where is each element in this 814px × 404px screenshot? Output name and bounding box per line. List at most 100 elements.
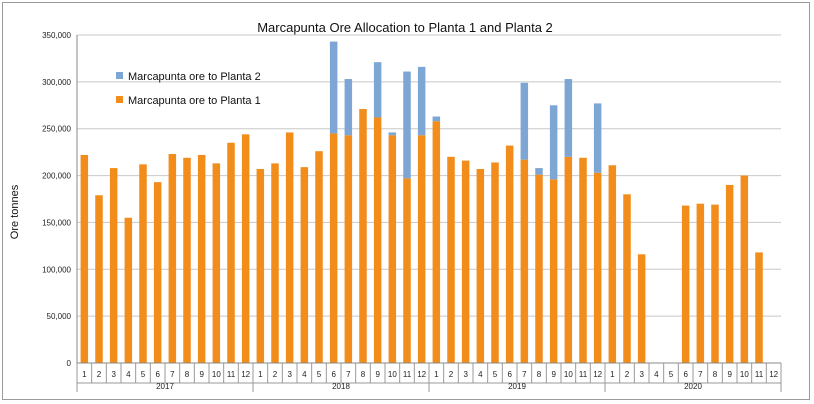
x-tick-month: 4 — [126, 370, 131, 379]
bar-planta-1 — [476, 169, 485, 363]
x-tick-year: 2020 — [684, 382, 702, 391]
x-tick-month: 7 — [698, 370, 703, 379]
x-tick-month: 8 — [361, 370, 366, 379]
bar-planta-1 — [696, 203, 705, 363]
bar-planta-1 — [80, 154, 89, 363]
bar-planta-1 — [124, 217, 133, 363]
x-tick-month: 6 — [507, 370, 512, 379]
x-tick-month: 9 — [551, 370, 556, 379]
bar-planta-1 — [432, 121, 441, 364]
bar-planta-2 — [535, 168, 543, 175]
x-tick-month: 12 — [769, 370, 778, 379]
bar-planta-1 — [520, 159, 529, 363]
bar-planta-1 — [461, 160, 470, 363]
x-tick-month: 10 — [388, 370, 397, 379]
bar-planta-1 — [388, 135, 397, 363]
x-tick-month: 5 — [493, 370, 498, 379]
bar-planta-1 — [300, 167, 309, 363]
x-tick-month: 2 — [97, 370, 102, 379]
bar-planta-2 — [373, 62, 382, 118]
bar-planta-1 — [711, 204, 719, 363]
bar-planta-1 — [535, 174, 543, 363]
x-tick-month: 2 — [449, 370, 454, 379]
x-tick-month: 8 — [537, 370, 542, 379]
x-tick-month: 7 — [170, 370, 175, 379]
x-tick-month: 5 — [141, 370, 146, 379]
x-tick-month: 4 — [302, 370, 307, 379]
legend-swatch-planta-1 — [116, 96, 123, 103]
x-tick-month: 11 — [403, 370, 412, 379]
bar-planta-1 — [755, 252, 763, 363]
bar-planta-2 — [520, 82, 529, 160]
bar-planta-1 — [740, 175, 749, 363]
y-tick-label: 250,000 — [42, 125, 71, 134]
y-tick-label: 200,000 — [42, 172, 71, 181]
bar-planta-2 — [593, 103, 602, 173]
x-tick-month: 6 — [683, 370, 688, 379]
y-axis-label: Ore tonnes — [9, 184, 21, 239]
x-tick-month: 11 — [227, 370, 236, 379]
bar-planta-1 — [373, 117, 382, 364]
x-tick-month: 1 — [258, 370, 263, 379]
x-tick-month: 11 — [579, 370, 588, 379]
bar-planta-1 — [315, 151, 323, 363]
bar-planta-1 — [608, 165, 617, 363]
bar-planta-2 — [403, 71, 411, 179]
bar-planta-1 — [344, 135, 353, 363]
bar-planta-2 — [417, 66, 426, 136]
bar-planta-2 — [564, 79, 573, 157]
x-tick-month: 12 — [593, 370, 602, 379]
x-tick-month: 7 — [522, 370, 527, 379]
bar-planta-2 — [388, 132, 397, 136]
x-tick-year: 2017 — [156, 382, 174, 391]
gridlines — [77, 34, 781, 317]
y-tick-label: 0 — [67, 359, 72, 368]
bar-planta-1 — [285, 132, 294, 363]
y-tick-label: 100,000 — [42, 265, 71, 274]
x-tick-month: 5 — [317, 370, 322, 379]
x-tick-month: 1 — [434, 370, 439, 379]
x-tick-month: 4 — [478, 370, 483, 379]
bar-planta-1 — [549, 179, 558, 363]
bar-planta-1 — [564, 156, 573, 363]
bar-planta-1 — [227, 142, 235, 363]
x-tick-month: 10 — [564, 370, 573, 379]
x-tick-month: 2 — [625, 370, 630, 379]
bars — [80, 41, 763, 364]
y-tick-labels: 0 50,000 100,000 150,000 200,000 250,000 300,0… — [42, 31, 71, 368]
x-tick-month: 2 — [273, 370, 278, 379]
bar-planta-1 — [447, 156, 455, 363]
bar-planta-1 — [505, 145, 514, 363]
bar-planta-1 — [139, 164, 147, 363]
legend-label-planta-1: Marcapunta ore to Planta 1 — [128, 95, 261, 107]
x-tick-month: 3 — [111, 370, 116, 379]
x-tick-month: 1 — [82, 370, 87, 379]
x-tick-month: 10 — [740, 370, 749, 379]
x-tick-month: 12 — [417, 370, 426, 379]
x-tick-month: 3 — [639, 370, 644, 379]
x-tick-month: 8 — [713, 370, 718, 379]
bar-planta-1 — [329, 133, 338, 363]
x-tick-month: 7 — [346, 370, 351, 379]
bar-planta-1 — [197, 154, 206, 363]
bar-planta-2 — [329, 41, 338, 134]
bar-planta-1 — [359, 109, 367, 363]
x-tick-month: 8 — [185, 370, 190, 379]
x-tick-month: 6 — [155, 370, 160, 379]
legend-label-planta-2: Marcapunta ore to Planta 2 — [128, 71, 261, 83]
chart-title: Marcapunta Ore Allocation to Planta 1 an… — [257, 20, 553, 35]
bar-planta-1 — [593, 172, 602, 363]
bar-planta-1 — [403, 178, 411, 363]
x-tick-month: 4 — [654, 370, 659, 379]
bar-planta-1 — [183, 157, 191, 363]
bar-planta-1 — [417, 135, 426, 363]
y-tick-label: 300,000 — [42, 78, 71, 87]
legend: Marcapunta ore to Planta 2 Marcapunta or… — [116, 71, 261, 107]
bar-planta-1 — [271, 163, 279, 363]
x-tick-month: 12 — [241, 370, 250, 379]
bar-planta-2 — [549, 105, 558, 180]
bar-planta-1 — [241, 134, 250, 363]
axes — [76, 35, 782, 392]
bar-planta-1 — [681, 205, 690, 363]
